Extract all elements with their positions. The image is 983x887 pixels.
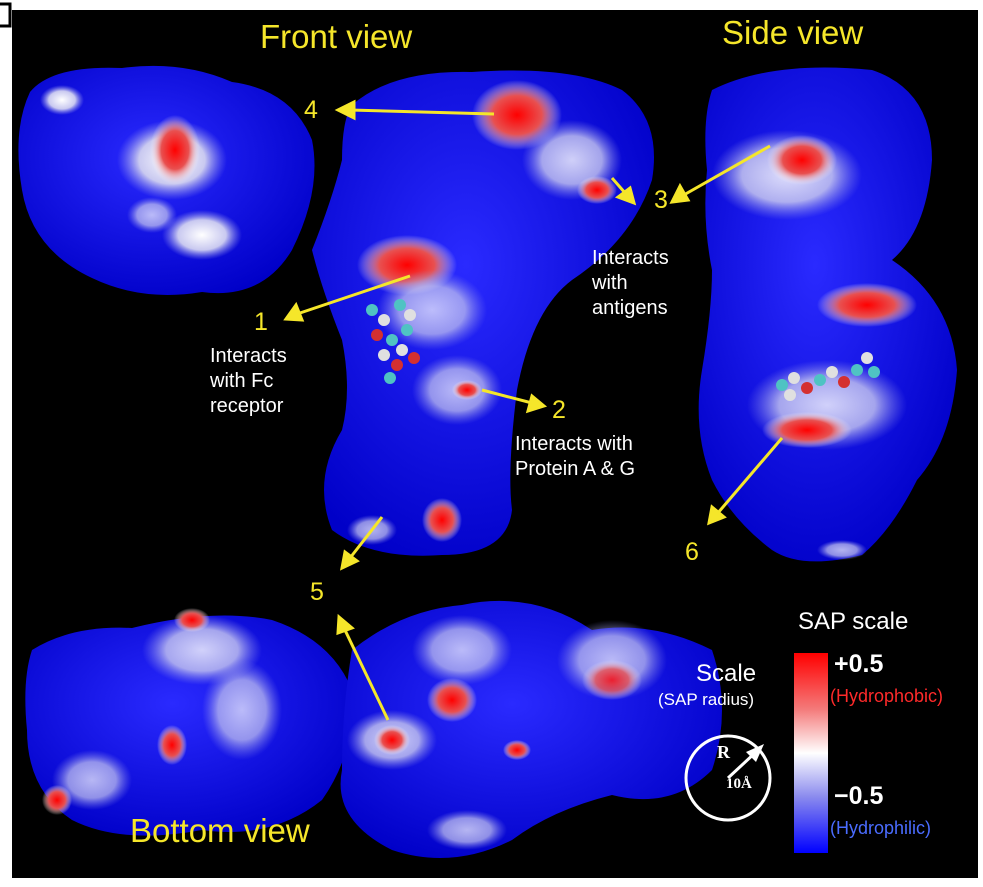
molecule-side-view xyxy=(698,67,957,562)
sap-min-value: −0.5 xyxy=(834,782,884,810)
marker-1: 1 xyxy=(254,308,268,336)
molecule-front-view xyxy=(312,70,654,556)
annotation-arrows xyxy=(283,99,784,721)
bottom-view-title: Bottom view xyxy=(130,812,310,849)
note-fc-receptor: Interacts with Fc receptor xyxy=(210,345,287,417)
scale-r-label: R xyxy=(717,742,730,762)
figure-panel: Front view Side view Bottom view 1 2 3 4… xyxy=(12,10,978,878)
marker-3: 3 xyxy=(654,186,668,214)
sap-color-bar xyxy=(794,653,828,853)
marker-6: 6 xyxy=(685,538,699,566)
molecule-top-left xyxy=(18,65,315,295)
note-protein-a-g: Interacts with Protein A & G xyxy=(515,433,636,480)
molecule-bottom-center xyxy=(340,600,722,858)
sap-max-label: (Hydrophobic) xyxy=(830,686,944,706)
note-antigens: Interacts with antigens xyxy=(592,247,669,319)
front-view-title: Front view xyxy=(260,18,413,55)
marker-4: 4 xyxy=(304,96,318,124)
sap-scale-title: SAP scale xyxy=(798,608,909,635)
marker-5: 5 xyxy=(310,578,324,606)
scale-radius-label: 10Å xyxy=(726,776,752,792)
glycan-spheres-front xyxy=(366,299,420,384)
side-view-title: Side view xyxy=(722,14,864,51)
sap-max-value: +0.5 xyxy=(834,650,884,678)
glycan-spheres-side xyxy=(776,352,880,401)
sap-min-label: (Hydrophilic) xyxy=(830,818,932,838)
protein-surface-art xyxy=(18,65,957,858)
sap-radius-circle xyxy=(684,734,772,822)
scale-title: Scale xyxy=(696,660,757,687)
panel-letter-fragment xyxy=(0,0,12,28)
scale-subtitle: (SAP radius) xyxy=(658,690,755,709)
marker-2: 2 xyxy=(552,396,566,424)
molecule-bottom-left xyxy=(25,608,353,836)
